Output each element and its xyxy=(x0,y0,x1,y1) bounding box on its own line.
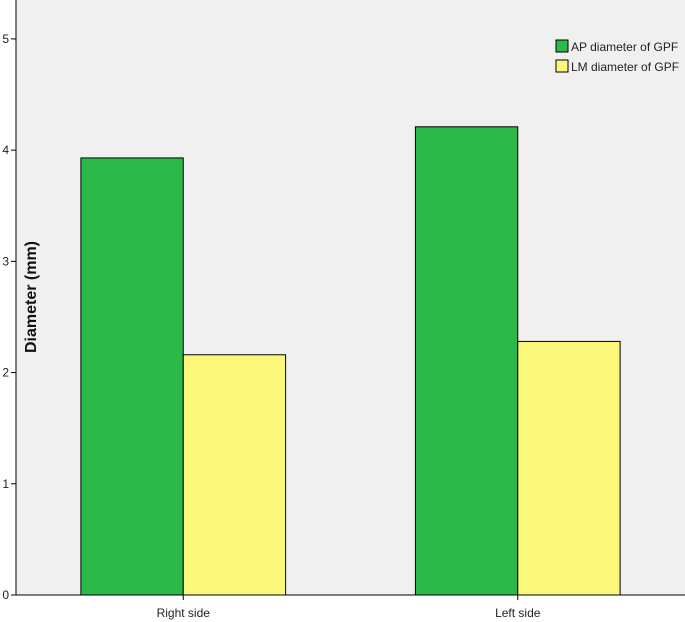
y-axis-title: Diameter (mm) xyxy=(23,241,40,353)
bar-left-side-ap xyxy=(414,126,519,596)
y-tick-label: 4 xyxy=(2,143,9,157)
x-tick-label: Left side xyxy=(495,606,541,620)
y-tick-label: 0 xyxy=(2,588,9,602)
x-tick-label: Right side xyxy=(157,606,211,620)
y-tick-label: 1 xyxy=(2,477,9,491)
y-tick-label: 2 xyxy=(2,366,9,380)
y-tick-label: 3 xyxy=(2,254,9,268)
legend-swatch xyxy=(555,59,569,73)
legend-label: LM diameter of GPF xyxy=(571,60,679,74)
bars-group xyxy=(80,126,621,596)
bar-right-side-ap xyxy=(80,157,184,596)
legend: AP diameter of GPF LM diameter of GPF xyxy=(555,39,679,74)
y-tick-label: 5 xyxy=(2,32,9,46)
legend-swatch xyxy=(555,39,569,53)
y-ticks-group: 0 1 2 3 4 5 xyxy=(2,32,16,602)
x-ticks-group: Right side Left side xyxy=(157,595,541,620)
bar-left-side-lm xyxy=(517,340,621,596)
legend-label: AP diameter of GPF xyxy=(571,40,678,54)
bar-right-side-lm xyxy=(182,354,287,596)
